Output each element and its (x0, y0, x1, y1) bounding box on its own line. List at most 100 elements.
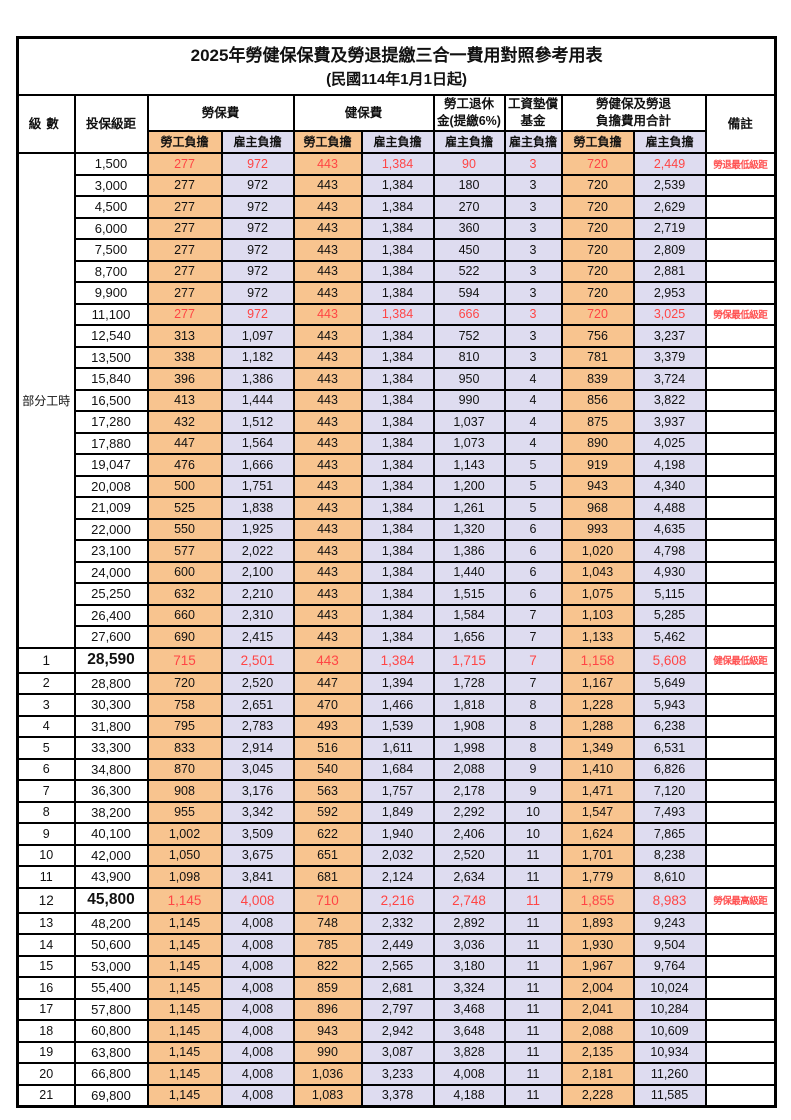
labor-employee-cell: 277 (146, 238, 223, 262)
pension-employer-cell: 1,908 (432, 714, 506, 738)
pension-employer-cell: 522 (432, 259, 506, 283)
col-header-total: 勞健保及勞退 負擔費用合計 (560, 94, 707, 132)
table-row: 3 30,300 758 2,651 470 1,466 1,818 8 1,2… (16, 693, 777, 717)
subheader-health-employer: 雇主負擔 (360, 130, 435, 154)
health-employer-cell: 1,384 (360, 625, 435, 649)
level-cell: 13 (16, 911, 76, 935)
health-employer-cell: 1,539 (360, 714, 435, 738)
pension-employer-cell: 1,656 (432, 625, 506, 649)
labor-employer-cell: 3,045 (220, 757, 295, 781)
subheader-labor-employee: 勞工負擔 (146, 130, 223, 154)
premium-table: 2025年勞健保保費及勞退提繳三合一費用對照參考用表 (民國114年1月1日起)… (16, 36, 778, 1108)
subheader-pension-employer: 雇主負擔 (432, 130, 506, 154)
total-employer-cell: 5,462 (632, 625, 707, 649)
subheader-total-employer: 雇主負擔 (632, 130, 707, 154)
labor-employee-cell: 833 (146, 736, 223, 760)
remark-cell (704, 410, 777, 434)
total-employee-cell: 720 (560, 259, 635, 283)
table-row: 3,000 277 972 443 1,384 180 3 720 2,539 (18, 173, 777, 197)
labor-employer-cell: 2,914 (220, 736, 295, 760)
remark-cell (704, 671, 777, 695)
health-employer-cell: 1,384 (360, 367, 435, 391)
table-row: 25,250 632 2,210 443 1,384 1,515 6 1,075… (18, 582, 777, 606)
total-employer-cell: 6,826 (632, 757, 707, 781)
health-employee-cell: 822 (292, 954, 363, 978)
health-employee-cell: 443 (292, 539, 363, 563)
total-employee-cell: 1,133 (560, 625, 635, 649)
level-cell: 7 (16, 779, 76, 803)
table-row: 13,500 338 1,182 443 1,384 810 3 781 3,3… (18, 345, 777, 369)
labor-employer-cell: 1,512 (220, 410, 295, 434)
health-employer-cell: 2,032 (360, 843, 435, 867)
pension-employer-cell: 752 (432, 324, 506, 348)
labor-employee-cell: 1,145 (146, 976, 223, 1000)
health-employee-cell: 1,036 (292, 1062, 363, 1086)
total-employee-cell: 2,228 (560, 1083, 635, 1108)
wage-fund-employer-cell: 11 (503, 1083, 563, 1108)
total-employer-cell: 4,635 (632, 517, 707, 541)
health-employer-cell: 1,384 (360, 302, 435, 326)
remark-cell (704, 714, 777, 738)
labor-employee-cell: 550 (146, 517, 223, 541)
total-employer-cell: 3,237 (632, 324, 707, 348)
table-row: 18 60,800 1,145 4,008 943 2,942 3,648 11… (16, 1019, 777, 1043)
level-cell: 14 (16, 933, 76, 957)
health-employer-cell: 1,384 (360, 431, 435, 455)
table-row: 12,540 313 1,097 443 1,384 752 3 756 3,2… (18, 324, 777, 348)
remark-cell (704, 997, 777, 1021)
labor-employer-cell: 2,022 (220, 539, 295, 563)
labor-employer-cell: 2,501 (220, 646, 295, 674)
header-row-burden: 勞工負擔 雇主負擔 勞工負擔 雇主負擔 雇主負擔 雇主負擔 勞工負擔 雇主負擔 (18, 130, 776, 154)
total-employer-cell: 8,983 (632, 886, 707, 914)
table-row: 10 42,000 1,050 3,675 651 2,032 2,520 11… (16, 843, 777, 867)
remark-cell (704, 779, 777, 803)
total-employee-cell: 875 (560, 410, 635, 434)
labor-employer-cell: 4,008 (220, 1062, 295, 1086)
health-employee-cell: 563 (292, 779, 363, 803)
health-employee-cell: 443 (292, 216, 363, 240)
wage-fund-employer-cell: 11 (503, 911, 563, 935)
pension-employer-cell: 1,818 (432, 693, 506, 717)
wage-fund-employer-cell: 3 (503, 238, 563, 262)
wage-fund-employer-cell: 6 (503, 539, 563, 563)
col-header-level: 級數 (16, 94, 76, 154)
health-employer-cell: 1,384 (360, 646, 435, 674)
wage-fund-employer-cell: 11 (503, 886, 563, 914)
table-row: 17 57,800 1,145 4,008 896 2,797 3,468 11… (16, 997, 777, 1021)
table-row: 6,000 277 972 443 1,384 360 3 720 2,719 (18, 216, 777, 240)
health-employer-cell: 1,384 (360, 410, 435, 434)
health-employer-cell: 2,124 (360, 865, 435, 889)
total-employer-cell: 4,025 (632, 431, 707, 455)
labor-employer-cell: 1,564 (220, 431, 295, 455)
remark-cell (704, 1083, 777, 1108)
health-employee-cell: 443 (292, 281, 363, 305)
wage-fund-employer-cell: 11 (503, 1062, 563, 1086)
bracket-cell: 11,100 (73, 302, 149, 326)
health-employee-cell: 443 (292, 474, 363, 498)
health-employee-cell: 443 (292, 582, 363, 606)
health-employer-cell: 1,384 (360, 152, 435, 176)
wage-fund-employer-cell: 9 (503, 757, 563, 781)
level-cell: 1 (16, 646, 76, 674)
total-employee-cell: 943 (560, 474, 635, 498)
total-employee-cell: 1,020 (560, 539, 635, 563)
pension-employer-cell: 180 (432, 173, 506, 197)
labor-employer-cell: 972 (220, 259, 295, 283)
bracket-cell: 22,000 (73, 517, 149, 541)
labor-employer-cell: 972 (220, 195, 295, 219)
health-employee-cell: 443 (292, 603, 363, 627)
pension-employer-cell: 1,073 (432, 431, 506, 455)
level-cell: 10 (16, 843, 76, 867)
table-row: 6 34,800 870 3,045 540 1,684 2,088 9 1,4… (16, 757, 777, 781)
health-employee-cell: 443 (292, 302, 363, 326)
total-employee-cell: 720 (560, 281, 635, 305)
total-employer-cell: 4,930 (632, 560, 707, 584)
total-employer-cell: 7,120 (632, 779, 707, 803)
remark-cell (704, 933, 777, 957)
remark-cell (704, 496, 777, 520)
remark-cell (704, 1062, 777, 1086)
labor-employee-cell: 447 (146, 431, 223, 455)
health-employee-cell: 990 (292, 1040, 363, 1064)
labor-employee-cell: 1,145 (146, 933, 223, 957)
bracket-cell: 16,500 (73, 388, 149, 412)
